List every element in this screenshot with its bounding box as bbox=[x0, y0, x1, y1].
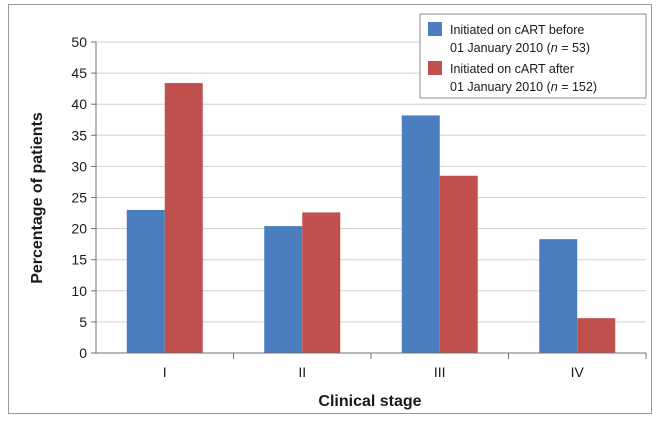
y-tick-label: 35 bbox=[71, 127, 87, 143]
y-tick-label: 40 bbox=[71, 96, 87, 112]
x-tick-label: IV bbox=[571, 364, 585, 380]
x-tick-label: I bbox=[163, 364, 167, 380]
y-tick-label: 20 bbox=[71, 221, 87, 237]
x-tick-labels: I II III IV bbox=[163, 364, 585, 380]
y-tick-label: 25 bbox=[71, 190, 87, 206]
y-tick-label: 30 bbox=[71, 158, 87, 174]
bar-before-stage-I bbox=[126, 209, 165, 353]
y-axis-title: Percentage of patients bbox=[29, 112, 46, 284]
bar-after-stage-IV bbox=[577, 318, 616, 353]
y-tick-label: 5 bbox=[79, 314, 87, 330]
y-tick-label: 10 bbox=[71, 283, 87, 299]
bar-before-stage-III bbox=[401, 115, 440, 353]
legend-label: 01 January 2010 (n = 152) bbox=[450, 80, 597, 94]
bar-after-stage-I bbox=[164, 83, 203, 353]
legend-label: Initiated on cART before bbox=[450, 23, 584, 37]
legend-box bbox=[419, 13, 647, 99]
bars bbox=[126, 83, 616, 353]
y-tick-labels: 0 5 10 15 20 25 30 35 40 45 50 bbox=[71, 34, 87, 361]
y-tick-label: 45 bbox=[71, 65, 87, 81]
bar-after-stage-II bbox=[302, 212, 341, 353]
x-tick-label: II bbox=[298, 364, 306, 380]
y-tick-label: 15 bbox=[71, 252, 87, 268]
axes bbox=[91, 41, 647, 359]
legend-label: Initiated on cART after bbox=[450, 62, 574, 76]
bar-before-stage-II bbox=[264, 226, 303, 353]
x-axis-title: Clinical stage bbox=[318, 393, 421, 410]
x-tick-label: III bbox=[434, 364, 446, 380]
legend-swatch-after bbox=[428, 61, 442, 75]
bar-after-stage-III bbox=[439, 175, 478, 353]
legend-label: 01 January 2010 (n = 53) bbox=[450, 41, 590, 55]
y-tick-label: 0 bbox=[79, 345, 87, 361]
bar-before-stage-IV bbox=[539, 239, 578, 353]
legend-swatch-before bbox=[428, 22, 442, 36]
y-tick-label: 50 bbox=[71, 34, 87, 50]
legend: Initiated on cART before 01 January 2010 … bbox=[419, 13, 647, 99]
